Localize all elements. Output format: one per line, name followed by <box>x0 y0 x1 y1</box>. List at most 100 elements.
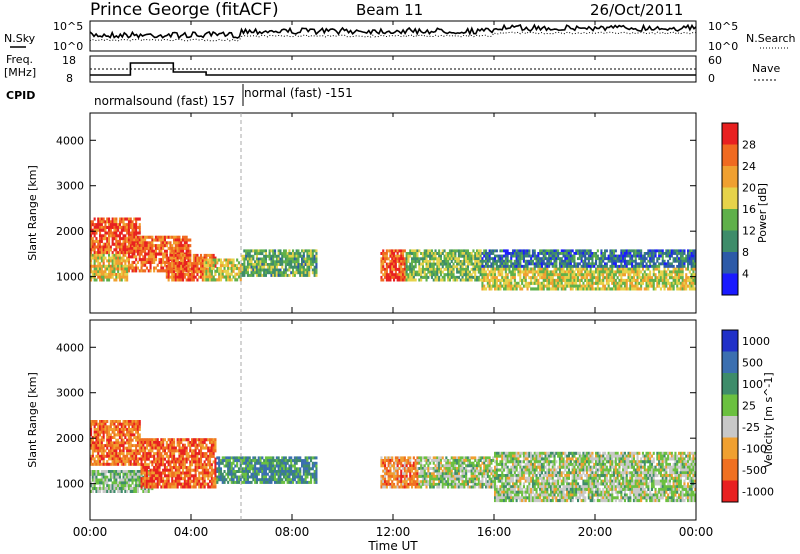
power-cell-2 <box>183 235 186 239</box>
power-cell-7 <box>466 267 469 271</box>
velocity-cell-3 <box>216 475 219 479</box>
power-cell-8 <box>678 270 681 274</box>
power-cell-7 <box>407 267 410 271</box>
power-cell-8 <box>596 278 599 282</box>
velocity-cell-2 <box>171 454 174 458</box>
velocity-cell-0 <box>127 425 130 429</box>
velocity-cell-2 <box>153 452 156 456</box>
power-cell-9 <box>685 254 688 258</box>
power-cell-2 <box>135 269 138 273</box>
power-cell-8 <box>602 276 605 280</box>
power-cell-8 <box>652 287 655 291</box>
power-cell-4 <box>237 275 240 279</box>
velocity-cell-2 <box>210 468 213 472</box>
velocity-cell-2 <box>156 479 159 483</box>
power-cell-4 <box>205 278 208 282</box>
power-cell-8 <box>663 276 666 280</box>
power-cell-7 <box>454 260 457 263</box>
power-cell-5 <box>292 268 295 272</box>
power-cell-7 <box>472 270 475 274</box>
velocity-cell-2 <box>194 471 197 475</box>
power-cell-0 <box>127 231 130 235</box>
velocity-cell-0 <box>104 449 107 453</box>
power-cell-7 <box>474 273 477 277</box>
velocity-cell-0 <box>97 457 100 461</box>
power-cell-2 <box>163 235 166 239</box>
power-cell-8 <box>638 276 641 280</box>
velocity-cell-1 <box>118 472 121 476</box>
power-cell-5 <box>315 271 318 275</box>
velocity-cell-0 <box>108 438 111 442</box>
power-cell-7 <box>445 252 448 255</box>
velocity-cell-0 <box>97 462 100 466</box>
power-cell-9 <box>537 252 540 255</box>
power-cell-9 <box>604 254 607 258</box>
power-cell-9 <box>667 262 670 266</box>
power-cell-5 <box>315 260 318 264</box>
power-cell-0 <box>127 217 130 221</box>
power-cell-7 <box>456 262 459 266</box>
velocity-cell-1 <box>91 472 94 476</box>
power-cell-0 <box>122 251 125 255</box>
power-cell-9 <box>622 264 625 268</box>
power-cell-3 <box>176 253 179 257</box>
power-cell-9 <box>616 257 619 261</box>
power-cell-3 <box>201 278 204 282</box>
velocity-cell-0 <box>117 441 120 445</box>
power-cell-8 <box>488 281 491 285</box>
power-cell-0 <box>126 231 129 235</box>
power-cell-7 <box>447 273 450 277</box>
power-cell-0 <box>100 251 103 255</box>
power-cell-9 <box>641 262 644 266</box>
power-cell-9 <box>494 259 497 263</box>
power-cell-5 <box>293 265 296 269</box>
power-cell-7 <box>445 267 448 271</box>
power-cell-4 <box>228 261 231 265</box>
velocity-heatmap <box>90 420 697 503</box>
power-cell-8 <box>544 278 547 282</box>
power-cell-9 <box>537 259 540 263</box>
power-cell-9 <box>522 249 525 253</box>
velocity-cell-2 <box>163 468 166 472</box>
power-cell-9 <box>622 257 625 261</box>
power-cell-0 <box>99 228 102 232</box>
power-cell-0 <box>91 223 94 227</box>
power-cell-9 <box>544 264 547 268</box>
power-cell-4 <box>223 264 226 268</box>
power-cell-8 <box>569 276 572 280</box>
power-cell-3 <box>200 259 203 263</box>
power-cell-7 <box>420 273 423 277</box>
power-cell-7 <box>457 257 460 261</box>
power-cell-8 <box>582 273 585 277</box>
power-cell-2 <box>133 252 136 256</box>
power-cell-4 <box>207 272 210 276</box>
power-cell-7 <box>465 278 468 282</box>
power-cell-5 <box>252 263 255 266</box>
power-cell-9 <box>584 262 587 266</box>
power-cell-8 <box>544 276 547 280</box>
power-cell-3 <box>198 275 201 279</box>
power-cell-9 <box>512 264 515 268</box>
power-cell-7 <box>479 257 482 261</box>
power-cell-6 <box>398 267 401 271</box>
power-cell-7 <box>454 257 457 261</box>
power-cell-6 <box>396 267 399 271</box>
velocity-cell-2 <box>154 485 157 489</box>
power-cell-8 <box>596 273 599 277</box>
power-cell-7 <box>477 254 480 258</box>
power-cell-8 <box>658 270 661 274</box>
power-cell-5 <box>310 257 313 261</box>
power-cell-9 <box>692 249 695 253</box>
power-cell-9 <box>652 259 655 263</box>
power-cell-5 <box>248 263 251 266</box>
cpid-row: CPID normalsound (fast) 157 normal (fast… <box>6 84 353 108</box>
power-cell-0 <box>122 237 125 241</box>
power-cell-9 <box>659 249 662 253</box>
power-cell-2 <box>147 235 150 239</box>
power-cell-8 <box>685 284 688 288</box>
velocity-cell-2 <box>151 454 154 458</box>
power-cell-0 <box>111 223 114 227</box>
power-cell-5 <box>266 268 269 272</box>
power-cell-7 <box>477 278 480 282</box>
power-cell-5 <box>263 268 266 272</box>
